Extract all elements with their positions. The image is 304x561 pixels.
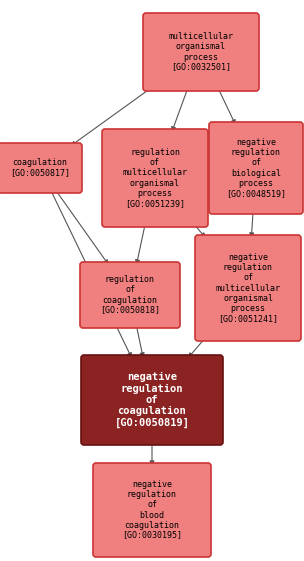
Text: negative
regulation
of
blood
coagulation
[GO:0030195]: negative regulation of blood coagulation… [122, 480, 182, 540]
Text: regulation
of
multicellular
organismal
process
[GO:0051239]: regulation of multicellular organismal p… [123, 148, 188, 208]
Text: regulation
of
coagulation
[GO:0050818]: regulation of coagulation [GO:0050818] [100, 275, 160, 315]
FancyBboxPatch shape [80, 262, 180, 328]
FancyBboxPatch shape [209, 122, 303, 214]
FancyBboxPatch shape [195, 235, 301, 341]
FancyBboxPatch shape [143, 13, 259, 91]
FancyBboxPatch shape [81, 355, 223, 445]
FancyBboxPatch shape [102, 129, 208, 227]
FancyBboxPatch shape [93, 463, 211, 557]
Text: coagulation
[GO:0050817]: coagulation [GO:0050817] [10, 158, 70, 177]
Text: negative
regulation
of
coagulation
[GO:0050819]: negative regulation of coagulation [GO:0… [115, 373, 189, 427]
FancyBboxPatch shape [0, 143, 82, 193]
Text: multicellular
organismal
process
[GO:0032501]: multicellular organismal process [GO:003… [168, 33, 233, 72]
Text: negative
regulation
of
multicellular
organismal
process
[GO:0051241]: negative regulation of multicellular org… [216, 254, 281, 323]
Text: negative
regulation
of
biological
process
[GO:0048519]: negative regulation of biological proces… [226, 139, 286, 197]
